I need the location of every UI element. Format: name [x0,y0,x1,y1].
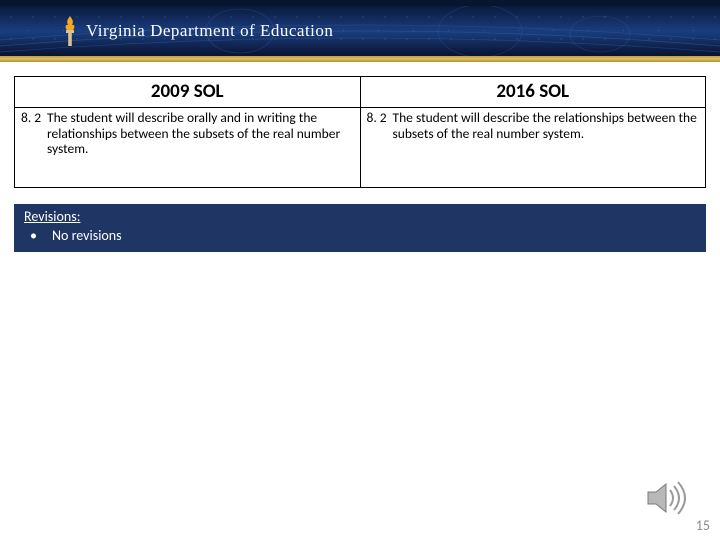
standard-number-2016: 8. 2 [367,110,393,141]
table-header-row: 2009 SOL 2016 SOL [15,77,706,108]
revisions-list: No revisions [24,227,696,244]
header-band: Virginia Department of Education [0,0,720,58]
standard-number-2009: 8. 2 [21,110,47,157]
department-name: Virginia Department of Education [86,21,333,41]
cell-2016: 8. 2 The student will describe the relat… [360,108,706,188]
audio-speaker-icon[interactable] [646,478,690,518]
col-header-2016: 2016 SOL [360,77,706,108]
col-header-2009: 2009 SOL [15,77,361,108]
department-logo: Virginia Department of Education [60,14,333,48]
revisions-panel: Revisions: No revisions [14,204,706,252]
sol-comparison-table: 2009 SOL 2016 SOL 8. 2 The student will … [14,76,706,188]
standard-text-2016: The student will describe the relationsh… [393,110,700,141]
standard-text-2009: The student will describe orally and in … [47,110,354,157]
page-number: 15 [696,517,710,534]
revision-item: No revisions [30,227,696,244]
revisions-title: Revisions: [24,208,696,225]
cell-2009: 8. 2 The student will describe orally an… [15,108,361,188]
torch-icon [60,14,80,48]
slide-content: 2009 SOL 2016 SOL 8. 2 The student will … [0,62,720,252]
table-row: 8. 2 The student will describe orally an… [15,108,706,188]
